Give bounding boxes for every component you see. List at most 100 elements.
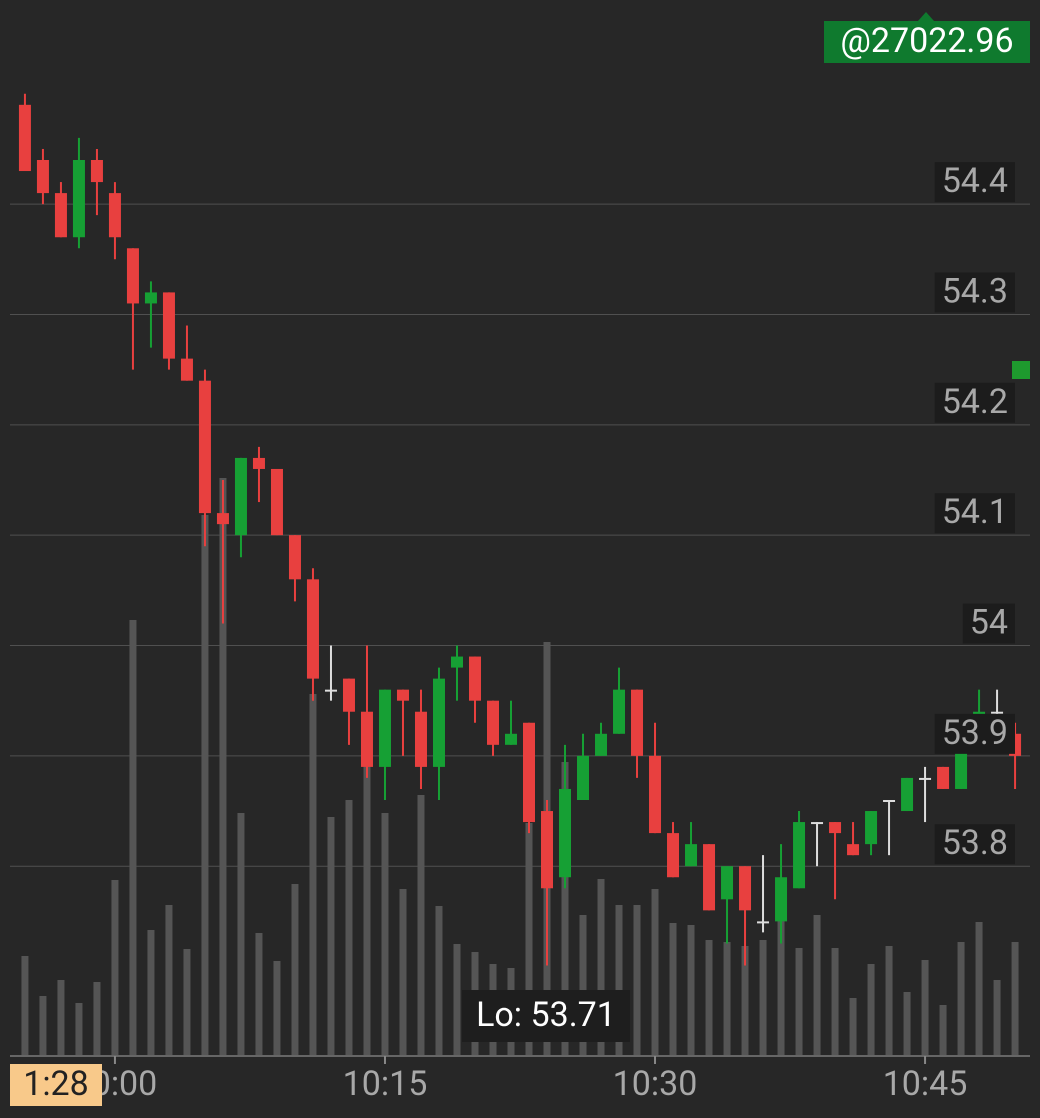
volume-bar [75, 1003, 83, 1056]
volume-bar [57, 980, 65, 1056]
y-tick-label: 54.3 [942, 271, 1008, 311]
x-tick-label: 10:30 [613, 1064, 698, 1104]
volume-bar [525, 823, 533, 1056]
price-marker [1012, 361, 1030, 379]
price-tag-box [824, 21, 1030, 63]
volume-bar [435, 906, 443, 1056]
candle-body [252, 457, 265, 469]
volume-bar [219, 478, 227, 1056]
price-tag-text: @27022.96 [840, 21, 1013, 61]
candle-body [396, 689, 409, 701]
timer-text: 1:28 [23, 1064, 89, 1104]
candle-body [775, 877, 788, 922]
y-tick-box [934, 382, 1015, 423]
volume-bar [669, 923, 677, 1056]
candle-body [360, 711, 373, 767]
volume-layer [21, 478, 1019, 1056]
candle-body [108, 193, 121, 238]
volume-bar [777, 910, 785, 1056]
y-tick-label: 54.2 [942, 382, 1008, 422]
volume-bar [975, 922, 983, 1056]
low-label: Lo: 53.71 [462, 990, 630, 1042]
volume-bar [741, 946, 749, 1056]
volume-bar [165, 905, 173, 1056]
volume-bar [885, 946, 893, 1056]
volume-bar [561, 762, 569, 1056]
candle-body [162, 292, 175, 359]
candle-body [432, 678, 445, 767]
volume-bar [993, 980, 1001, 1056]
candle-body [739, 866, 752, 911]
volume-bar [183, 949, 191, 1056]
y-tick-label: 53.9 [942, 713, 1008, 753]
volume-bar [633, 905, 641, 1056]
volume-bar [201, 515, 209, 1056]
candle-body [829, 822, 842, 834]
volume-bar [813, 915, 821, 1056]
volume-bar [831, 948, 839, 1056]
volume-bar [93, 982, 101, 1056]
candle-body [90, 160, 103, 183]
candle-body [577, 755, 590, 800]
candle-body [414, 711, 427, 767]
candle-body [685, 844, 698, 867]
candle-body [504, 733, 517, 745]
candle-body [72, 160, 85, 238]
volume-bar [957, 942, 965, 1056]
y-tick-box [934, 162, 1015, 203]
volume-bar [237, 813, 245, 1056]
candle-body [450, 656, 463, 668]
volume-bar [327, 817, 335, 1056]
volume-bar [453, 944, 461, 1056]
volume-bar [147, 930, 155, 1056]
timer-box [10, 1064, 102, 1106]
candle-body [198, 380, 211, 514]
volume-bar [615, 905, 623, 1056]
candle-body [541, 811, 554, 889]
candle-body [216, 513, 229, 525]
volume-bar [651, 889, 659, 1056]
candle-body [486, 700, 499, 745]
candle-body [613, 689, 626, 734]
candle-body [324, 689, 337, 692]
candle-body [288, 535, 301, 580]
candle-body [937, 766, 950, 789]
candle-body [468, 656, 481, 701]
candle-body [378, 689, 391, 767]
volume-bar [687, 925, 695, 1056]
candle-body [595, 733, 608, 756]
volume-bar [345, 800, 353, 1056]
candle-body [883, 800, 896, 802]
volume-bar [795, 948, 803, 1056]
volume-bar [867, 964, 875, 1056]
x-tick-label: 10:45 [883, 1064, 968, 1104]
candle-body [901, 777, 914, 812]
low-label-box [462, 990, 630, 1042]
y-tick-box [934, 272, 1015, 313]
volume-bar [1011, 942, 1019, 1056]
candle-body [342, 678, 355, 712]
x-tick-label: 10:15 [343, 1064, 428, 1104]
candle-body [955, 744, 968, 789]
y-tick-box [934, 493, 1015, 534]
candle-body [721, 866, 734, 900]
candle-body [270, 468, 283, 536]
volume-bar [39, 996, 47, 1056]
volume-bar [579, 915, 587, 1056]
timer: 1:28 [10, 1064, 102, 1106]
y-tick-box [962, 603, 1015, 644]
price-tag-arrow [918, 12, 934, 21]
candle-body [811, 822, 824, 825]
volume-bar [129, 620, 137, 1056]
candle-body [703, 844, 716, 911]
low-label-text: Lo: 53.71 [476, 995, 616, 1035]
candle-body [523, 722, 536, 823]
y-tick-label: 54.4 [942, 161, 1008, 201]
candle-body [36, 160, 49, 194]
y-tick-box [934, 824, 1015, 865]
y-tick-label: 54 [970, 603, 1008, 643]
volume-bar [921, 960, 929, 1056]
candle-body [631, 689, 644, 756]
